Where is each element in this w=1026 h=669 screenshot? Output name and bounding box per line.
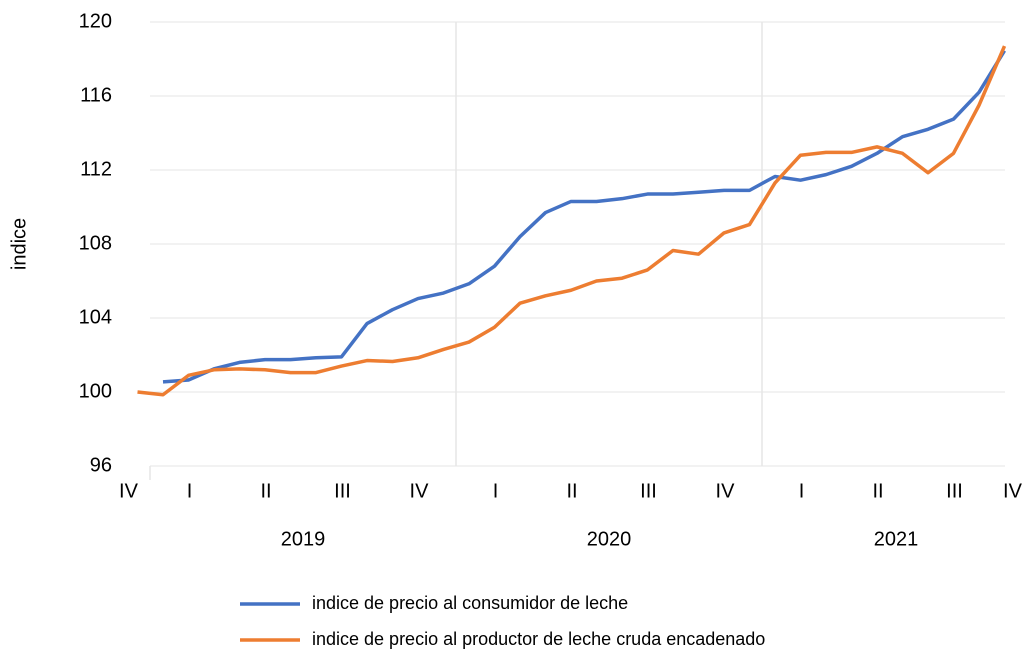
x-tick-label: IV	[1003, 480, 1023, 502]
x-tick-label: I	[493, 480, 499, 502]
x-tick-label: IV	[119, 480, 139, 502]
x-tick-label: II	[566, 480, 577, 502]
x-tick-label: II	[872, 480, 883, 502]
series-line	[137, 45, 1007, 397]
year-label: 2021	[874, 528, 919, 550]
x-tick-label: III	[946, 480, 963, 502]
x-tick-label: II	[260, 480, 271, 502]
y-tick-label: 112	[80, 158, 112, 180]
y-tick-label: 100	[79, 380, 112, 402]
year-label: 2019	[281, 528, 326, 550]
x-tick-label: IV	[716, 480, 736, 502]
y-tick-label: 108	[79, 232, 112, 254]
y-tick-label: 116	[80, 84, 112, 106]
y-axis-label: indice	[8, 218, 30, 270]
x-tick-label: I	[799, 480, 805, 502]
year-label: 2020	[587, 528, 632, 550]
x-tick-label: III	[640, 480, 657, 502]
x-tick-label: III	[334, 480, 351, 502]
y-tick-label: 104	[79, 306, 112, 328]
series-line	[162, 49, 1006, 384]
y-tick-label: 96	[90, 454, 112, 476]
legend-label: indice de precio al consumidor de leche	[312, 593, 628, 613]
y-tick-label: 120	[79, 10, 112, 32]
x-tick-label: IV	[410, 480, 430, 502]
legend-label: indice de precio al productor de leche c…	[312, 629, 765, 649]
x-tick-label: I	[187, 480, 193, 502]
